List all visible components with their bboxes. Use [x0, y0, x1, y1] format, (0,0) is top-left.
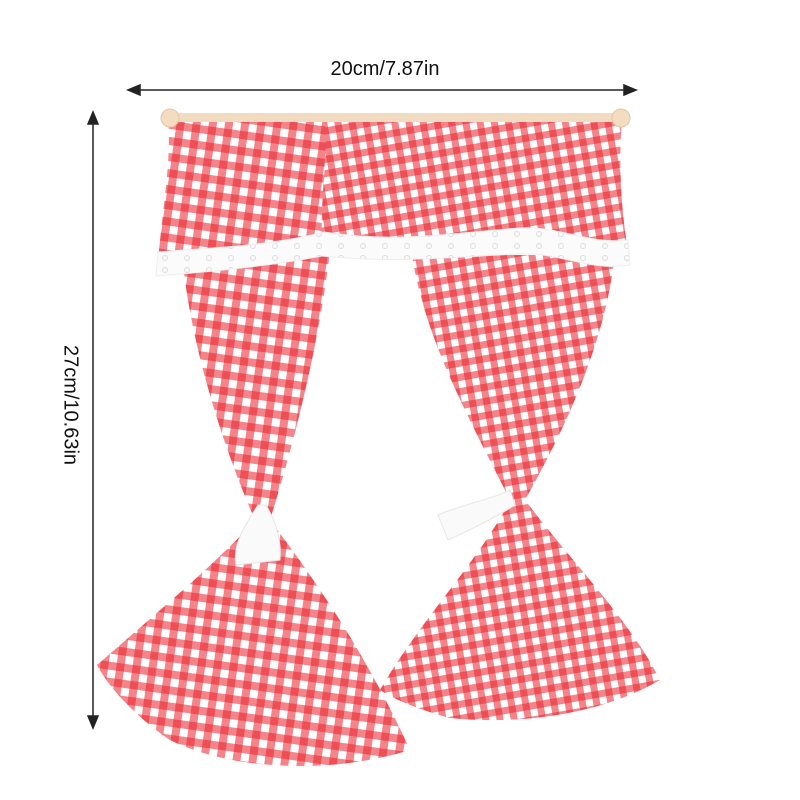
curtain-rod — [160, 108, 631, 128]
valance-right — [321, 118, 628, 253]
right-tieback-tassel — [437, 489, 516, 541]
width-arrow — [126, 83, 638, 97]
valance-lace-trim — [155, 227, 631, 277]
height-arrow — [86, 110, 100, 730]
height-dimension-label: 27cm/10.63in — [59, 344, 82, 466]
left-tieback-tassel — [234, 504, 281, 566]
valance-left — [158, 118, 330, 262]
left-curtain-panel — [97, 250, 410, 767]
width-dimension-label: 20cm/7.87in — [330, 58, 440, 80]
right-curtain-panel — [380, 255, 660, 721]
